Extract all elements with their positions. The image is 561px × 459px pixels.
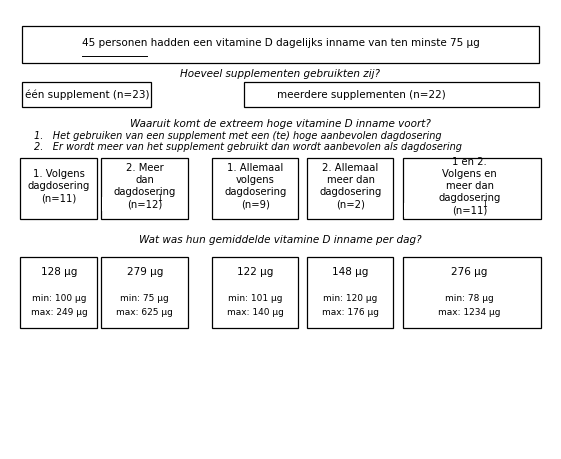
Text: Waaruit komt de extreem hoge vitamine D inname voort?: Waaruit komt de extreem hoge vitamine D … — [130, 119, 431, 129]
Text: max: 1234 µg: max: 1234 µg — [438, 308, 501, 317]
Text: 1: 1 — [158, 194, 162, 203]
Text: dan: dan — [135, 175, 154, 185]
Text: 128 µg: 128 µg — [41, 267, 77, 277]
Text: max: 176 µg: max: 176 µg — [322, 308, 379, 317]
Text: dagdosering: dagdosering — [438, 193, 501, 203]
Text: 2. Allemaal: 2. Allemaal — [323, 163, 379, 174]
FancyBboxPatch shape — [22, 26, 539, 63]
Text: min: 75 µg: min: 75 µg — [121, 294, 169, 303]
Text: één supplement (n=23): één supplement (n=23) — [25, 90, 149, 100]
Text: 45 personen hadden een vitamine D dagelijks inname van ten minste 75 µg: 45 personen hadden een vitamine D dageli… — [81, 38, 480, 48]
Text: (n=11)1: (n=11)1 — [449, 205, 490, 215]
Text: min: 100 µg: min: 100 µg — [31, 294, 86, 303]
FancyBboxPatch shape — [102, 197, 187, 211]
FancyBboxPatch shape — [101, 158, 188, 219]
Text: Wat was hun gemiddelde vitamine D inname per dag?: Wat was hun gemiddelde vitamine D inname… — [139, 235, 422, 245]
Text: 1 en 2.: 1 en 2. — [452, 157, 487, 168]
Text: min: 78 µg: min: 78 µg — [445, 294, 494, 303]
FancyBboxPatch shape — [403, 257, 541, 328]
FancyBboxPatch shape — [20, 158, 97, 219]
Text: dagdosering: dagdosering — [224, 187, 287, 197]
Text: dagdosering: dagdosering — [319, 187, 382, 197]
Text: min: 101 µg: min: 101 µg — [228, 294, 283, 303]
FancyBboxPatch shape — [212, 257, 298, 328]
FancyBboxPatch shape — [20, 257, 97, 328]
FancyBboxPatch shape — [101, 257, 188, 328]
Text: max: 140 µg: max: 140 µg — [227, 308, 284, 317]
Text: volgens: volgens — [236, 175, 275, 185]
Text: (n=11): (n=11) — [452, 205, 487, 215]
Text: (n=2): (n=2) — [336, 199, 365, 209]
Text: dagdosering: dagdosering — [113, 187, 176, 197]
Text: min: 120 µg: min: 120 µg — [324, 294, 378, 303]
Text: (n=12)1: (n=12)1 — [124, 199, 165, 209]
FancyBboxPatch shape — [212, 158, 298, 219]
Text: max: 625 µg: max: 625 µg — [116, 308, 173, 317]
Text: max: 249 µg: max: 249 µg — [30, 308, 88, 317]
FancyBboxPatch shape — [307, 257, 393, 328]
FancyBboxPatch shape — [22, 82, 151, 107]
FancyBboxPatch shape — [403, 158, 541, 219]
Text: 122 µg: 122 µg — [237, 267, 273, 277]
Text: 1. Allemaal: 1. Allemaal — [227, 163, 283, 174]
Text: meerdere supplementen (n=22): meerdere supplementen (n=22) — [278, 90, 446, 100]
Text: meer dan: meer dan — [327, 175, 375, 185]
Text: 148 µg: 148 µg — [333, 267, 369, 277]
Text: 1. Volgens: 1. Volgens — [33, 169, 85, 179]
FancyBboxPatch shape — [307, 158, 393, 219]
FancyBboxPatch shape — [244, 82, 539, 107]
Text: Volgens en: Volgens en — [442, 169, 497, 179]
Text: Hoeveel supplementen gebruikten zij?: Hoeveel supplementen gebruikten zij? — [181, 69, 380, 79]
Text: (n=9): (n=9) — [241, 199, 270, 209]
Text: (n=12): (n=12) — [127, 199, 162, 209]
Text: 1: 1 — [482, 200, 487, 209]
Text: 279 µg: 279 µg — [127, 267, 163, 277]
Text: 2. Meer: 2. Meer — [126, 163, 164, 174]
Text: (n=11): (n=11) — [42, 193, 76, 203]
Text: 1.   Het gebruiken van een supplement met een (te) hoge aanbevolen dagdosering: 1. Het gebruiken van een supplement met … — [34, 131, 442, 141]
Text: dagdosering: dagdosering — [27, 181, 90, 191]
Text: 2.   Er wordt meer van het supplement gebruikt dan wordt aanbevolen als dagdoser: 2. Er wordt meer van het supplement gebr… — [34, 142, 462, 152]
FancyBboxPatch shape — [404, 203, 540, 217]
Text: meer dan: meer dan — [445, 181, 494, 191]
Text: 276 µg: 276 µg — [452, 267, 488, 277]
